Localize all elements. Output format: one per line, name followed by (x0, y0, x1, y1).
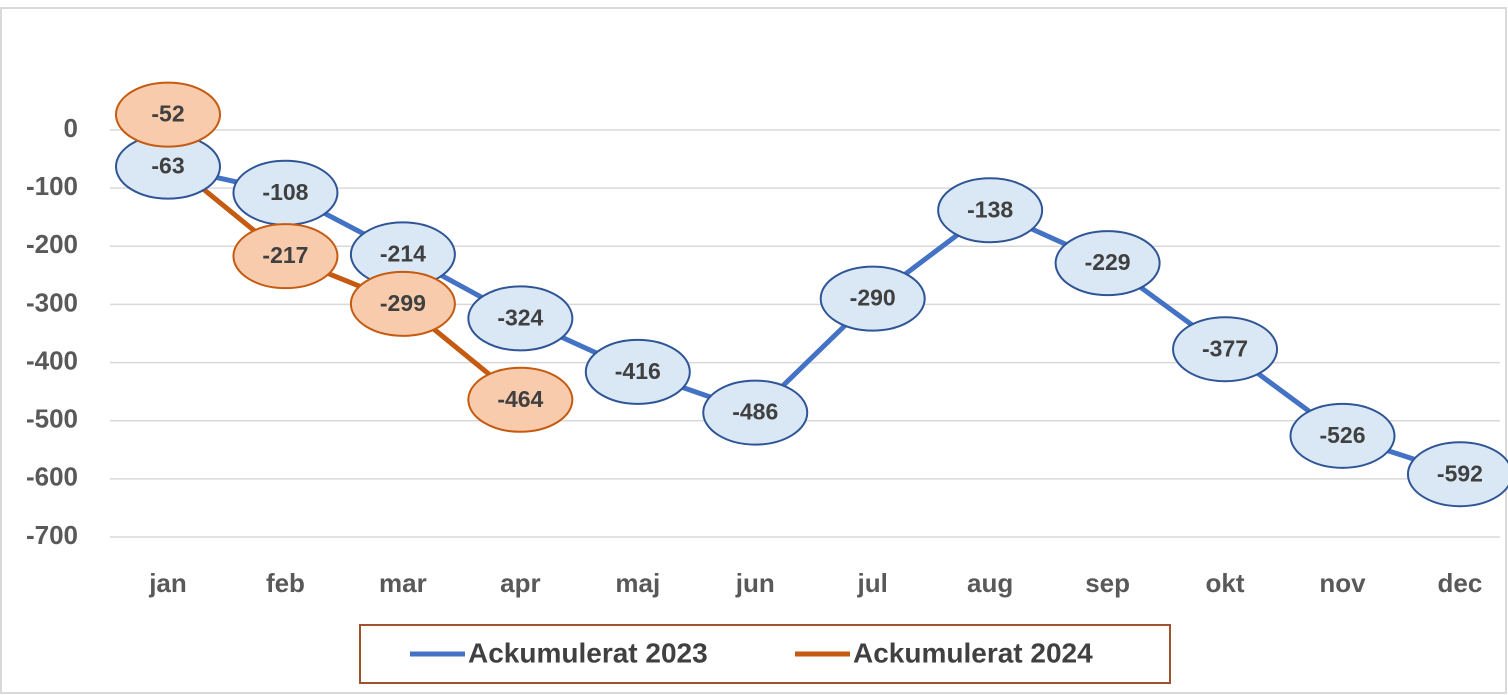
data-label: -486 (732, 399, 778, 425)
x-tick-label: sep (1085, 568, 1130, 598)
data-label: -377 (1202, 335, 1248, 361)
y-tick-label: -100 (26, 171, 78, 201)
data-label: -290 (850, 285, 896, 311)
data-label-bubble (115, 81, 221, 148)
y-tick-label: -500 (26, 404, 78, 434)
legend-label: Ackumulerat 2024 (853, 637, 1093, 668)
data-label-bubble (349, 270, 456, 337)
y-tick-label: -300 (26, 287, 78, 317)
series-line (166, 158, 522, 402)
data-label-bubble (1406, 441, 1508, 508)
data-label-bubble (937, 177, 1044, 244)
x-tick-label: dec (1438, 568, 1483, 598)
data-label: -229 (1085, 249, 1131, 275)
x-tick-label: okt (1206, 568, 1245, 598)
data-label-bubble (467, 366, 574, 433)
data-label: -214 (380, 241, 426, 267)
data-label-bubble (232, 223, 339, 290)
x-tick-label: nov (1319, 568, 1366, 598)
data-label: -416 (615, 358, 661, 384)
legend-label: Ackumulerat 2023 (468, 637, 708, 668)
data-label-bubble (702, 379, 809, 446)
data-label: -63 (151, 153, 184, 179)
y-tick-label: 0 (64, 113, 78, 143)
data-label: -526 (1319, 422, 1365, 448)
data-label: -592 (1437, 460, 1483, 486)
data-label: -464 (497, 386, 543, 412)
x-tick-label: maj (615, 568, 660, 598)
data-label-bubble (1172, 316, 1279, 383)
data-label: -324 (497, 304, 543, 330)
y-tick-label: -700 (26, 520, 78, 550)
y-tick-label: -400 (26, 345, 78, 375)
x-tick-label: aug (967, 568, 1013, 598)
y-tick-label: -200 (26, 229, 78, 259)
data-label-bubble (467, 285, 574, 352)
x-tick-label: jun (735, 568, 775, 598)
x-tick-label: jul (857, 568, 888, 598)
data-label: -299 (380, 290, 426, 316)
data-label-bubble (1289, 402, 1396, 469)
data-label: -138 (967, 196, 1013, 222)
data-label-bubble (1054, 230, 1161, 297)
x-tick-label: apr (500, 568, 540, 598)
data-label: -108 (262, 179, 308, 205)
x-tick-label: mar (379, 568, 427, 598)
data-label: -217 (262, 242, 308, 268)
y-tick-label: -600 (26, 462, 78, 492)
x-tick-label: feb (266, 568, 305, 598)
x-tick-label: jan (148, 568, 187, 598)
legend-box (359, 624, 1171, 684)
data-label: -52 (151, 101, 184, 127)
data-label-bubble (584, 338, 691, 405)
data-label-bubble (819, 265, 926, 332)
